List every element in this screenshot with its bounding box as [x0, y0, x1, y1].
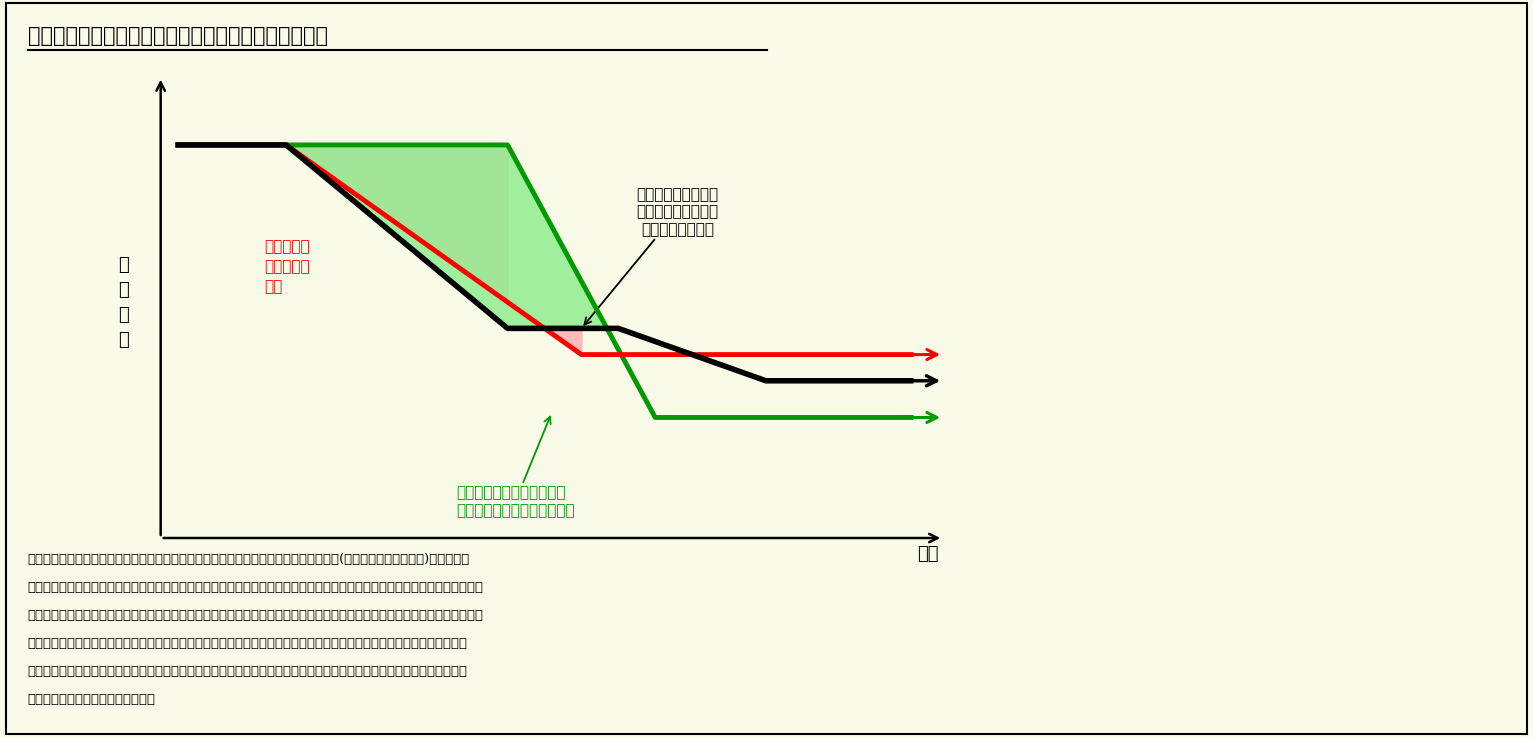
Text: （注１）図中の折れ線は、給付水準の推移を意味する。例えば緑の線は、調整が行われ(はじめの右下がり部分)、その後に: （注１）図中の折れ線は、給付水準の推移を意味する。例えば緑の線は、調整が行われ(…	[28, 553, 469, 566]
Text: れる部分、を示している。: れる部分、を示している。	[28, 693, 155, 706]
Text: 繰越分の消化が済んだ後も調整が続き（下がり方が小さい部分）、調整の完了を迎える（再び水平になった部分）とい: 繰越分の消化が済んだ後も調整が続き（下がり方が小さい部分）、調整の完了を迎える（…	[28, 609, 483, 622]
Text: 図表５　調整率の繰越しが給付費の調整に与える影響: 図表５ 調整率の繰越しが給付費の調整に与える影響	[28, 26, 328, 46]
Text: が抑制される部分、赤の塗り潰しは未調整分の繰越がある場合と比べて常に完全調整できる影響で給付費が抑制さ: が抑制される部分、赤の塗り潰しは未調整分の繰越がある場合と比べて常に完全調整でき…	[28, 665, 468, 678]
Text: うパターンを示している。緑の塗り潰しは未調整分の繰越がない場合と比べて未調整分の繰越がある影響で給付費: うパターンを示している。緑の塗り潰しは未調整分の繰越がない場合と比べて未調整分の…	[28, 637, 468, 650]
Text: 調整が繰り越される状態が続き（水平部分）、その後に繰越分を消化しながら調整が進み（下がり方が大きい部分）、: 調整が繰り越される状態が続き（水平部分）、その後に繰越分を消化しながら調整が進み…	[28, 581, 483, 594]
Text: 繰り越しが発生した後に、
繰り越し分を調整できる場合: 繰り越しが発生した後に、 繰り越し分を調整できる場合	[455, 416, 575, 518]
Text: 給
付
水
準: 給 付 水 準	[118, 256, 129, 349]
Text: 繰り越しが
発生しない
場合: 繰り越しが 発生しない 場合	[264, 240, 310, 294]
Text: 年度: 年度	[918, 545, 940, 563]
Text: 繰り越しが発生した
後に、繰り越し分を
調整できない場合: 繰り越しが発生した 後に、繰り越し分を 調整できない場合	[584, 187, 719, 325]
